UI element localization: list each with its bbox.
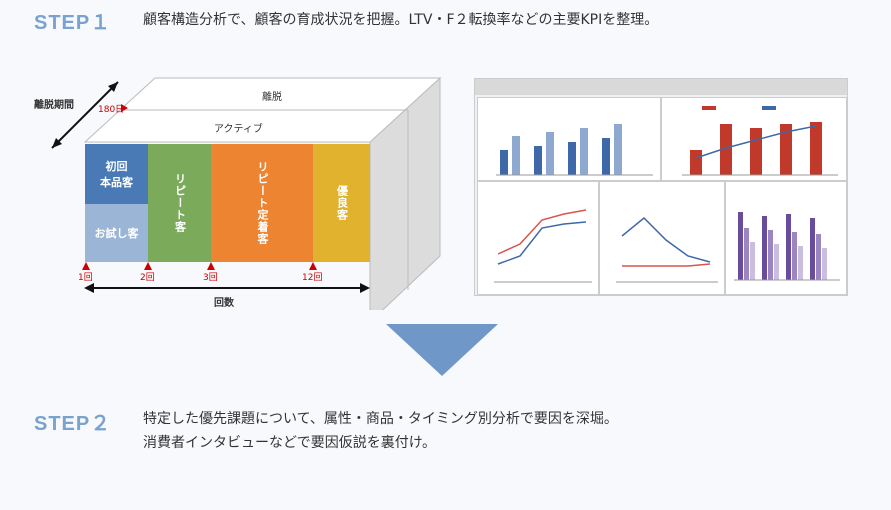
top-label-active: アクティブ	[214, 124, 263, 135]
thumbnail-purple-bar-chart	[725, 181, 847, 295]
segment-repeat: リピート客	[148, 144, 211, 262]
tick-2: 2回	[140, 273, 155, 283]
depth-tick-label: 180日	[98, 105, 125, 115]
cube-shape	[51, 76, 442, 310]
depth-axis-label: 離脱期間	[34, 100, 74, 111]
segment-first-purchase: 初回 本品客	[85, 144, 148, 204]
segment-loyal: 優良客	[313, 144, 370, 262]
x-axis-label: 回数	[214, 298, 234, 309]
segment-loyal-label: 優良客	[335, 185, 349, 221]
down-arrow-icon	[386, 324, 498, 376]
customer-structure-diagram: 離脱期間 180日 離脱 アクティブ 初回 本品客 お試し客 リピート客 リピー…	[0, 60, 460, 310]
thumbnail-peak-line-chart	[599, 181, 725, 295]
step2-label: STEP２	[34, 413, 112, 435]
analysis-charts-collage	[474, 78, 848, 296]
collage-header-bar	[475, 79, 847, 95]
segment-repeat-label: リピート客	[173, 173, 187, 233]
step1-text: 顧客構造分析で、顧客の育成状況を把握。LTV・F２転換率などの主要KPIを整理。	[143, 12, 659, 28]
tick-1: 1回	[78, 273, 93, 283]
top-label-leave: 離脱	[262, 92, 282, 103]
segment-fixed: リピート定着客	[211, 144, 313, 262]
step1-label: STEP１	[34, 12, 112, 34]
tick-3: 3回	[203, 273, 218, 283]
thumbnail-red-bar-line-chart	[661, 97, 847, 181]
step2-line1: 特定した優先課題について、属性・商品・タイミング別分析で要因を深堀。	[143, 411, 618, 427]
segment-fixed-label: リピート定着客	[256, 161, 269, 245]
tick-12: 12回	[302, 273, 323, 283]
step2-line2: 消費者インタビューなどで要因仮説を裏付け。	[143, 435, 437, 451]
thumbnail-blue-bar-chart	[477, 97, 661, 181]
segment-trial: お試し客	[85, 204, 148, 262]
thumbnail-double-line-chart	[477, 181, 599, 295]
